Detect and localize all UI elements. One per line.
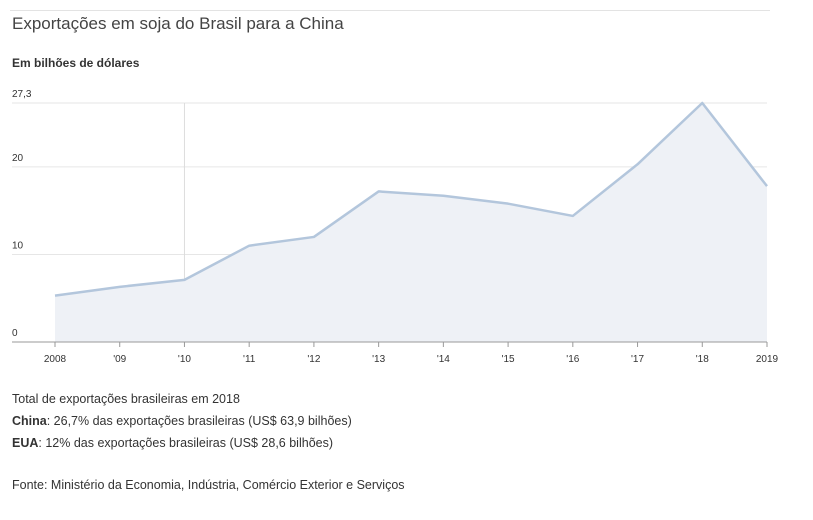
top-rule bbox=[10, 10, 770, 11]
x-tick-label-1: '09 bbox=[113, 354, 126, 365]
x-tick-label-3: '11 bbox=[243, 354, 256, 365]
x-tick-label-0: 2008 bbox=[44, 354, 67, 365]
note-china-label: China bbox=[12, 414, 47, 428]
notes-block: Total de exportações brasileiras em 2018… bbox=[12, 388, 352, 454]
x-tick-label-4: '12 bbox=[307, 354, 320, 365]
y-tick-label-3: 27,3 bbox=[12, 89, 32, 100]
area-fill bbox=[55, 103, 767, 342]
note-china: China: 26,7% das exportações brasileiras… bbox=[12, 410, 352, 432]
source-note: Fonte: Ministério da Economia, Indústria… bbox=[12, 478, 405, 492]
area-chart: 0 10 20 27,3 2008 '09 '10 '11 '12 '13 '14 '15 '16 '17… bbox=[12, 89, 779, 365]
x-tick-label-7: '15 bbox=[502, 354, 515, 365]
note-china-text: : 26,7% das exportações brasileiras (US$… bbox=[46, 414, 352, 428]
x-tick-label-11: 2019 bbox=[756, 354, 779, 365]
x-tick-label-8: '16 bbox=[566, 354, 579, 365]
note-eua-text: : 12% das exportações brasileiras (US$ 2… bbox=[38, 436, 334, 450]
x-tick-label-6: '14 bbox=[437, 354, 450, 365]
y-tick-label-2: 20 bbox=[12, 153, 24, 164]
y-tick-label-1: 10 bbox=[12, 240, 24, 251]
x-tick-label-2: '10 bbox=[178, 354, 191, 365]
x-tick-label-9: '17 bbox=[631, 354, 644, 365]
series-line bbox=[54, 101, 768, 297]
note-eua-label: EUA bbox=[12, 436, 39, 450]
chart-subtitle: Em bilhões de dólares bbox=[12, 56, 140, 70]
y-tick-label-0: 0 bbox=[12, 328, 18, 339]
x-tick-label-5: '13 bbox=[372, 354, 385, 365]
x-tick-label-10: '18 bbox=[696, 354, 709, 365]
chart-title: Exportações em soja do Brasil para a Chi… bbox=[12, 14, 344, 33]
note-eua: EUA: 12% das exportações brasileiras (US… bbox=[12, 432, 352, 454]
notes-heading: Total de exportações brasileiras em 2018 bbox=[12, 392, 240, 406]
